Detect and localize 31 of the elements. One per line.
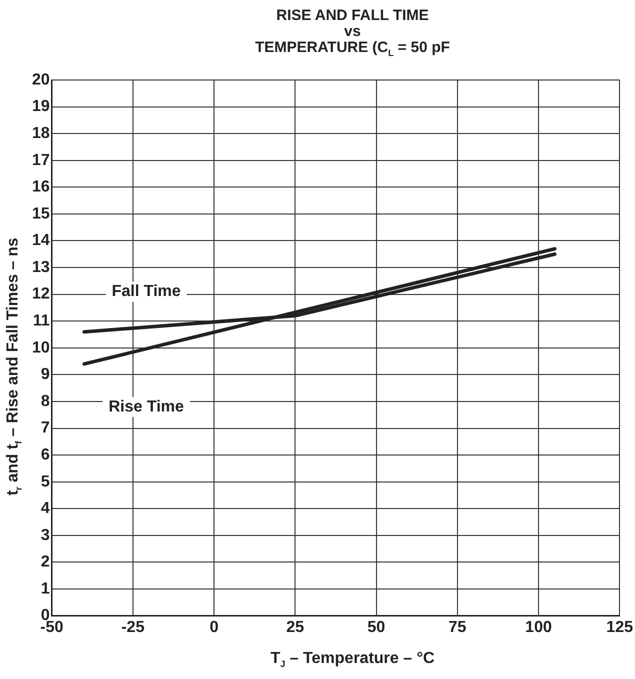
y-tick-label: 15 xyxy=(32,205,50,222)
y-tick-label: 10 xyxy=(32,339,50,356)
y-tick-label: 18 xyxy=(32,124,50,142)
y-tick-label: 7 xyxy=(40,420,50,437)
x-tick-label: 75 xyxy=(448,618,466,636)
text: Rise Time xyxy=(108,398,184,416)
y-tick-label: 19 xyxy=(32,98,50,116)
x-axis-title: T$_{J}$ – Temperature – °C xyxy=(269,650,436,670)
y-tick-label: 2 xyxy=(40,554,50,571)
series-label: Fall Time xyxy=(112,283,181,300)
y-tick-label: 14 xyxy=(32,232,50,250)
y-tick-label: 6 xyxy=(40,446,50,464)
y-tick-label: 1 xyxy=(40,580,50,598)
y-tick-label: 17 xyxy=(32,152,50,169)
chart-title: RISE AND FALL TIME vs TEMPERATURE (C$_{L}$ = 50 pF xyxy=(254,7,451,60)
y-tick-label: 12 xyxy=(32,286,50,303)
y-tick-label: 5 xyxy=(40,473,50,490)
y-tick-label: 4 xyxy=(40,500,50,518)
x-tick-label: 125 xyxy=(606,618,634,636)
x-tick-label: 100 xyxy=(525,618,552,636)
y-tick-label: 11 xyxy=(32,312,50,330)
x-tick-label: 50 xyxy=(367,618,386,636)
y-tick-label: 20 xyxy=(32,71,50,88)
x-tick-label: 0 xyxy=(210,618,219,636)
y-tick-label: 13 xyxy=(32,258,50,276)
y-tick-label: 9 xyxy=(40,366,50,384)
x-tick-label: 25 xyxy=(286,618,304,636)
y-tick-label: 8 xyxy=(40,392,50,410)
y-tick-label: 16 xyxy=(32,178,50,196)
x-tick-label: -25 xyxy=(121,618,145,636)
y-tick-label: 3 xyxy=(40,526,50,544)
